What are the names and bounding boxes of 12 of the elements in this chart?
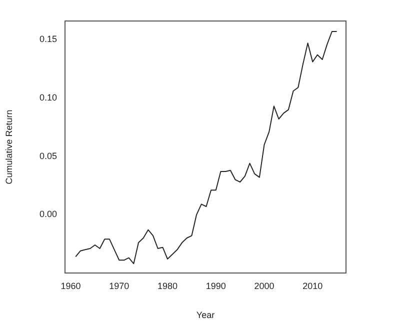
x-tick-label: 1980 <box>158 280 178 291</box>
x-tick-label: 2010 <box>302 280 323 291</box>
y-tick-label: 0.05 <box>39 150 57 161</box>
x-axis-title: Year <box>196 310 215 320</box>
y-tick-label: 0.00 <box>39 209 57 220</box>
x-tick-label: 1970 <box>109 280 130 291</box>
x-tick-label: 1990 <box>206 280 226 291</box>
x-tick-label: 1960 <box>60 280 81 291</box>
y-tick-label: 0.10 <box>39 92 57 102</box>
y-tick-label: 0.15 <box>39 34 57 44</box>
x-tick-label: 2000 <box>254 280 274 291</box>
y-axis-title: Cumulative Return <box>4 110 14 184</box>
